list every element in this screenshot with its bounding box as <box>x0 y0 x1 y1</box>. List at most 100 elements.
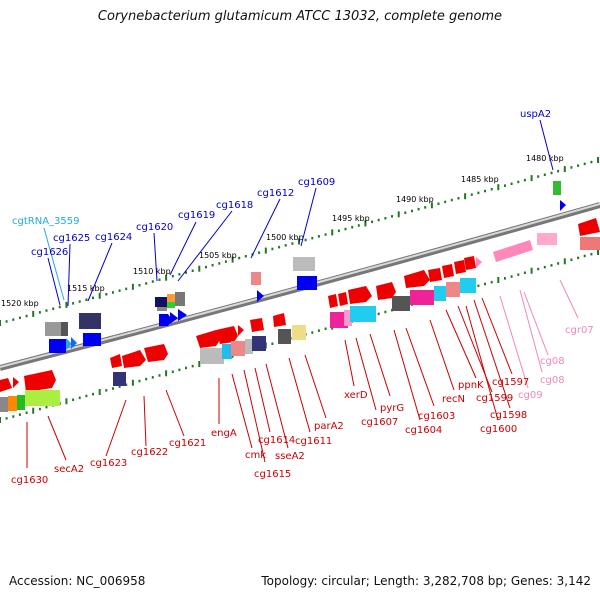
tick-mark <box>18 413 21 416</box>
tick-mark <box>85 298 88 301</box>
tick-mark <box>218 262 221 265</box>
gene-arrow <box>13 377 19 388</box>
gene-label: parA2 <box>314 421 344 432</box>
gene-label: cg1614 <box>258 435 295 446</box>
tick-mark <box>357 224 360 227</box>
gene-arrow <box>238 325 244 336</box>
gene-label: cg1625 <box>53 233 90 244</box>
tick-mark <box>25 314 28 318</box>
tick-mark <box>92 392 94 396</box>
gene-label: cg1618 <box>216 200 253 211</box>
tick-mark <box>457 197 460 200</box>
tick-mark <box>264 247 267 254</box>
tick-mark <box>424 206 427 209</box>
tick-mark <box>523 178 526 182</box>
tick-mark <box>65 301 68 308</box>
gene-block <box>297 276 317 290</box>
gene-label: cg1604 <box>405 425 442 436</box>
tick-mark <box>351 226 354 229</box>
tick-mark <box>517 180 520 184</box>
tick-mark <box>18 316 21 320</box>
tick-mark <box>12 318 15 321</box>
kbp-label: 1485 kbp <box>461 175 499 184</box>
gene-label: ppnK <box>458 380 484 391</box>
tick-mark <box>550 264 553 267</box>
gene-label: cg1623 <box>90 458 127 469</box>
gene-arrow <box>464 256 476 270</box>
kbp-label: 1500 kbp <box>266 233 304 242</box>
tick-mark <box>185 271 187 274</box>
gene-arrow <box>257 290 264 302</box>
gene-block <box>175 292 185 306</box>
gene-block <box>25 390 60 406</box>
tick-mark <box>577 164 580 167</box>
tick-mark <box>537 175 540 178</box>
tick-mark <box>158 374 161 377</box>
tick-mark <box>38 311 41 314</box>
tick-mark <box>52 307 55 310</box>
tick-mark <box>138 284 141 287</box>
tick-mark <box>317 235 320 238</box>
accession-text: Accession: NC_006958 <box>9 574 146 588</box>
tick-mark <box>131 283 134 290</box>
tick-mark <box>597 157 599 163</box>
gene-label: cg1622 <box>131 447 168 458</box>
gene-label: cg1597 <box>492 377 529 388</box>
tick-mark <box>38 407 41 411</box>
gene-label: cg1626 <box>31 247 68 258</box>
gene-arrow <box>122 350 146 368</box>
tick-mark <box>371 220 374 224</box>
tick-mark <box>377 312 380 316</box>
tick-mark <box>32 407 35 414</box>
gene-block <box>330 312 348 328</box>
tick-mark <box>577 256 580 260</box>
gene-arrow <box>170 312 178 324</box>
gene-arrow <box>404 270 430 288</box>
gene-arrow <box>428 268 442 282</box>
tick-mark <box>118 289 121 292</box>
gene-block <box>155 297 167 307</box>
gene-block <box>45 322 65 336</box>
gene-block <box>157 307 167 311</box>
tick-mark <box>85 394 88 398</box>
tick-mark <box>490 280 493 284</box>
gene-label: sseA2 <box>275 451 305 462</box>
gene-arrow <box>442 264 454 278</box>
tick-mark <box>530 267 533 274</box>
tick-mark <box>597 249 599 255</box>
tick-mark <box>105 389 108 392</box>
gene-block <box>0 397 8 412</box>
tick-mark <box>238 256 241 260</box>
tick-mark <box>377 218 380 222</box>
gene-label: uspA2 <box>520 109 551 120</box>
tick-mark <box>298 238 300 245</box>
gene-block <box>344 310 352 326</box>
tick-mark <box>145 377 148 381</box>
gene-arrow <box>144 344 168 362</box>
gene-block <box>167 302 175 308</box>
tick-mark <box>311 236 314 240</box>
gene-block <box>278 329 291 344</box>
tick-mark <box>25 411 28 414</box>
gene-label: cg1607 <box>361 417 398 428</box>
tick-mark <box>430 202 433 209</box>
gene-arrow <box>578 218 600 236</box>
tick-mark <box>12 415 15 418</box>
tick-mark <box>497 184 500 191</box>
tick-mark <box>98 389 101 395</box>
gene-block <box>222 344 232 359</box>
tick-mark <box>437 202 440 205</box>
tick-mark <box>32 310 35 317</box>
gene-arrow <box>178 309 187 321</box>
tick-mark <box>537 267 540 271</box>
tick-mark <box>118 385 121 388</box>
genome-title: Corynebacterium glutamicum ATCC 13032, c… <box>97 9 503 24</box>
gene-block <box>292 325 306 340</box>
tick-mark <box>570 258 573 261</box>
gene-label: cg1620 <box>136 222 173 233</box>
tick-mark <box>364 220 367 227</box>
gene-block <box>83 333 101 346</box>
tick-mark <box>477 284 480 288</box>
tick-mark <box>151 280 154 283</box>
